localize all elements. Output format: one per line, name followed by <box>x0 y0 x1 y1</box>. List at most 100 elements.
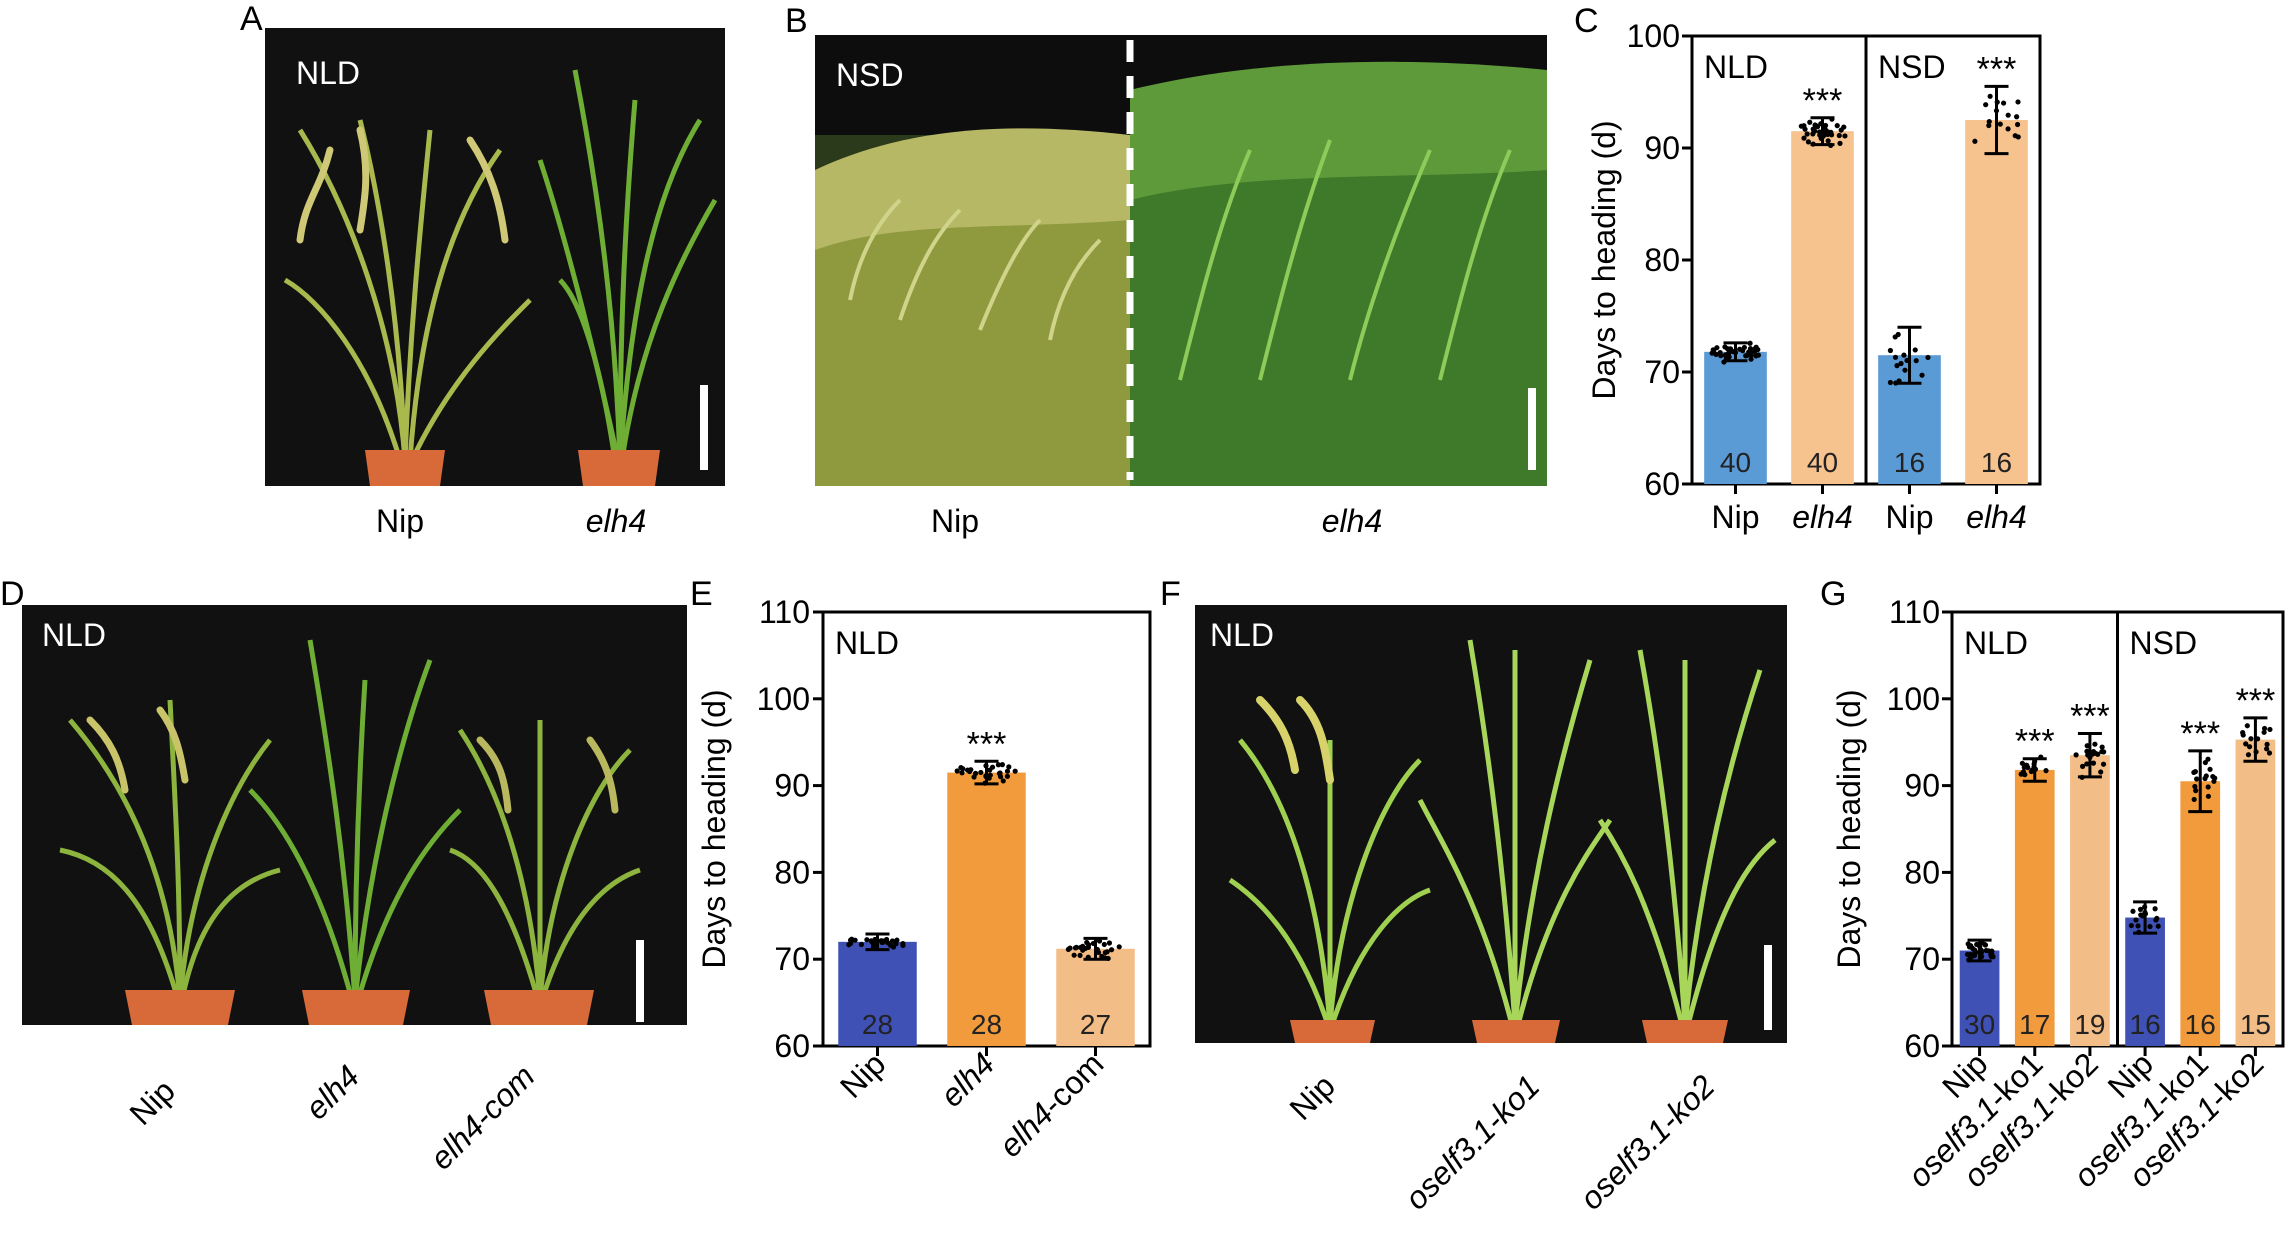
data-point <box>2135 923 2141 929</box>
data-point <box>2245 752 2252 758</box>
genotype-label-f-nip: Nip <box>1283 1068 1342 1127</box>
data-point <box>1755 352 1761 358</box>
data-point <box>2211 778 2217 784</box>
data-point <box>1988 952 1994 958</box>
y-tick-label: 90 <box>774 768 810 804</box>
data-point <box>2005 126 2011 132</box>
data-point <box>2264 746 2270 752</box>
data-point <box>1748 356 1754 362</box>
data-point <box>1813 122 1819 129</box>
data-point <box>2261 725 2268 732</box>
condition-label-a: NLD <box>296 55 360 91</box>
n-label: 15 <box>2240 1009 2271 1040</box>
data-point <box>1925 354 1931 361</box>
significance-label: *** <box>2180 715 2220 753</box>
data-point <box>2130 908 2136 914</box>
bar <box>1965 120 2028 484</box>
y-tick-label: 60 <box>1644 466 1680 502</box>
bar <box>2180 781 2221 1046</box>
data-point <box>889 938 896 944</box>
data-point <box>2210 773 2216 780</box>
data-point <box>1000 778 1006 784</box>
data-point <box>2267 726 2273 733</box>
data-point <box>2202 759 2208 766</box>
data-point <box>1740 348 1746 354</box>
data-point <box>2266 750 2273 756</box>
data-point <box>1801 135 1807 141</box>
data-point <box>2137 906 2144 912</box>
field-photo-b <box>815 35 1547 486</box>
y-tick-label: 70 <box>1904 941 1940 977</box>
data-point <box>2019 760 2025 766</box>
data-point <box>1982 942 1989 948</box>
data-point <box>2138 912 2144 918</box>
data-point <box>1726 354 1732 360</box>
data-point <box>2194 776 2200 782</box>
data-point <box>2043 768 2049 774</box>
data-point <box>1746 349 1752 355</box>
data-point <box>1006 764 1012 770</box>
data-point <box>1816 129 1823 135</box>
panel-f: F <box>1160 575 1787 1217</box>
data-point <box>1798 123 1804 129</box>
genotype-label-f-ko2: oself3.1-ko2 <box>1573 1068 1722 1217</box>
data-point <box>2248 736 2254 742</box>
data-point <box>1085 944 1091 950</box>
genotype-label-f-ko1: oself3.1-ko1 <box>1398 1068 1547 1217</box>
data-point <box>1892 354 1899 360</box>
data-point <box>2092 741 2098 747</box>
data-point <box>959 770 965 776</box>
genotype-label-d-nip: Nip <box>123 1073 182 1132</box>
data-point <box>1887 347 1893 354</box>
data-point <box>1836 132 1842 139</box>
condition-label-f: NLD <box>1210 617 1274 653</box>
data-point <box>1065 946 1071 953</box>
data-point <box>1080 943 1086 949</box>
data-point <box>1902 367 1908 373</box>
genotype-label-d-elh4: elh4 <box>298 1058 366 1126</box>
data-point <box>1718 353 1724 359</box>
data-point <box>1802 126 1808 132</box>
data-point <box>1104 949 1110 955</box>
data-point <box>2015 134 2021 140</box>
data-point <box>2155 923 2161 929</box>
bar <box>838 941 917 1046</box>
data-point <box>1987 93 1993 99</box>
data-point <box>864 937 870 943</box>
data-point <box>1095 949 1102 956</box>
panel-letter-b: B <box>785 2 808 40</box>
data-point <box>1898 360 1904 367</box>
y-axis-label: Days to heading (d) <box>696 689 732 968</box>
y-tick-label: 100 <box>1627 18 1680 54</box>
y-tick-label: 100 <box>757 681 810 717</box>
panel-letter-g: G <box>1820 575 1846 613</box>
significance-label: *** <box>967 725 1007 763</box>
data-point <box>1912 347 1918 353</box>
y-axis-label: Days to heading (d) <box>1831 689 1867 968</box>
n-label: 17 <box>2019 1009 2050 1040</box>
data-point <box>1965 941 1971 947</box>
group-label: NLD <box>835 625 899 661</box>
bar <box>947 772 1026 1046</box>
bar <box>1959 950 2000 1046</box>
genotype-label-b-nip: Nip <box>931 503 979 539</box>
data-point <box>1822 122 1829 129</box>
data-point <box>1842 133 1848 139</box>
data-point <box>2015 99 2021 105</box>
data-point <box>987 767 993 773</box>
data-point <box>958 764 964 771</box>
data-point <box>1971 951 1977 957</box>
data-point <box>2203 773 2209 779</box>
data-point <box>1753 344 1759 350</box>
data-point <box>1986 122 1992 129</box>
group-label: NSD <box>1878 49 1946 85</box>
data-point <box>2205 784 2211 790</box>
data-point <box>1894 363 1900 369</box>
data-point <box>954 768 960 774</box>
n-label: 30 <box>1964 1009 1995 1040</box>
y-tick-label: 110 <box>1889 594 1940 630</box>
chart-c: 60 70 80 90 100 Days to heading (d) NLD 40 Nip **… <box>1586 18 2042 535</box>
data-point <box>2152 906 2158 912</box>
data-point <box>885 940 891 946</box>
